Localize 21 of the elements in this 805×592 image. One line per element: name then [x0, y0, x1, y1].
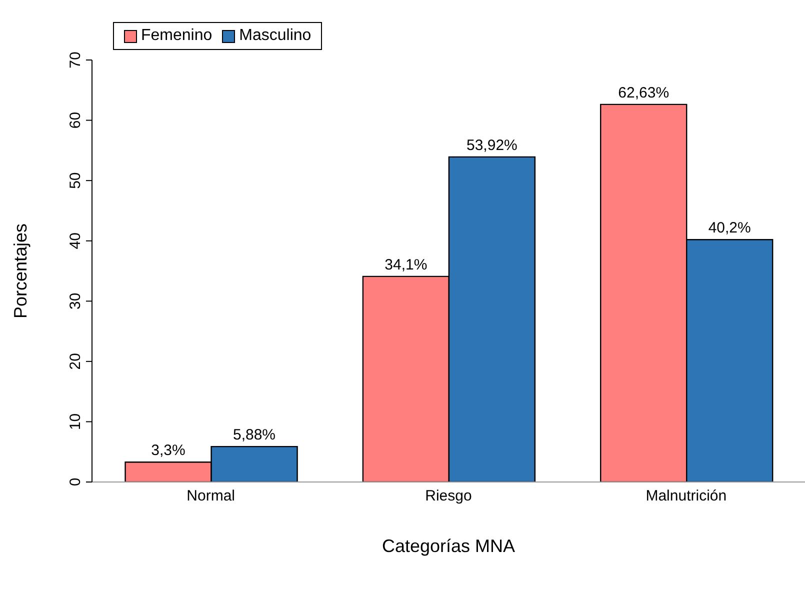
- y-tick-label: 70: [67, 52, 84, 68]
- data-label: 34,1%: [384, 256, 428, 274]
- y-tick-label: 50: [67, 172, 84, 189]
- x-tick-label: Riesgo: [425, 488, 472, 505]
- x-tick-label: Normal: [186, 488, 236, 505]
- y-tick-label: 30: [67, 292, 84, 310]
- y-tick-label: 60: [67, 112, 84, 129]
- data-label: 53,92%: [466, 136, 518, 154]
- y-tick-label: 20: [67, 353, 84, 370]
- y-tick-label: 0: [67, 478, 84, 486]
- legend-label: Masculino: [238, 27, 312, 45]
- x-tick-label: Malnutrición: [646, 488, 727, 505]
- y-axis-title: Porcentajes: [10, 223, 30, 319]
- legend-label: Femenino: [140, 27, 212, 45]
- y-tick-label: 40: [67, 232, 84, 250]
- data-label: 40,2%: [708, 220, 751, 237]
- data-label: 62,63%: [618, 84, 670, 102]
- y-tick-label: 10: [67, 413, 84, 430]
- x-axis-title: Categorías MNA: [382, 536, 516, 556]
- data-label: 3,3%: [151, 442, 186, 460]
- data-label: 5,88%: [233, 426, 276, 444]
